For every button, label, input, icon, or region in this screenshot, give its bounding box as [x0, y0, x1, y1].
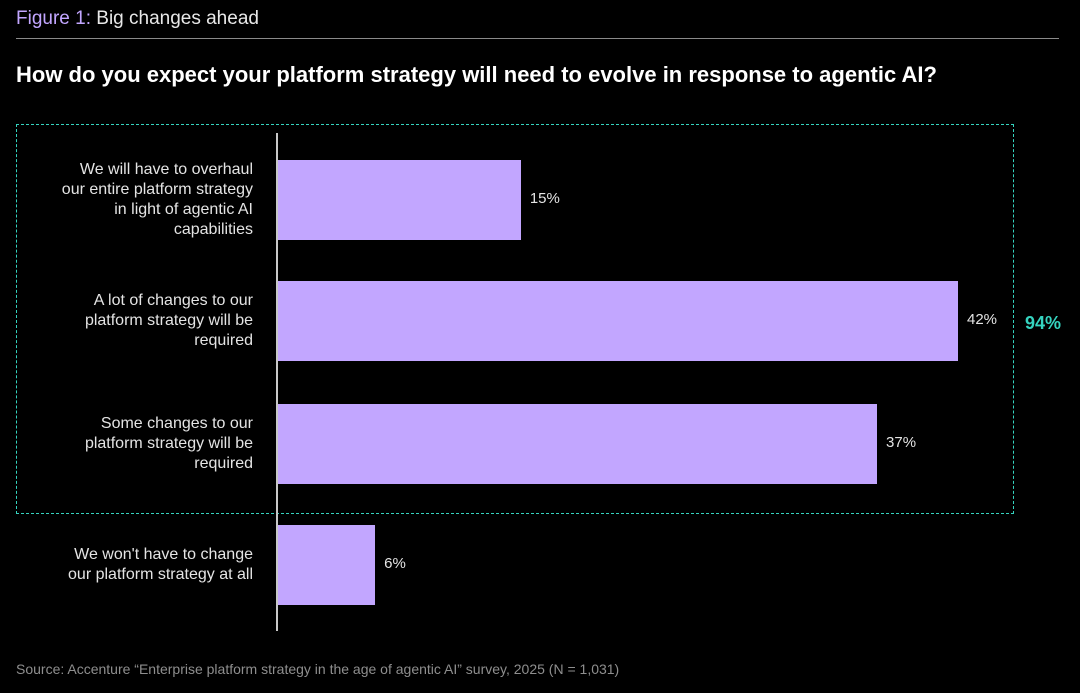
category-label-1: We will have to overhaul our entire platf…	[61, 161, 253, 238]
highlight-box	[16, 124, 1014, 514]
source-note: Source: Accenture “Enterprise platform s…	[16, 661, 620, 677]
bar-2	[278, 281, 958, 361]
y-axis-line	[276, 133, 278, 631]
header-divider	[16, 38, 1059, 39]
value-label-2: 42%	[967, 311, 998, 328]
bar-3	[278, 404, 878, 484]
category-label-3: Some changes to our platform strategy wil…	[84, 415, 253, 472]
value-label-3: 37%	[886, 434, 917, 451]
bar-4	[278, 525, 376, 605]
value-label-4: 6%	[384, 555, 406, 572]
value-label-1: 15%	[529, 190, 560, 207]
bar-1	[278, 160, 521, 240]
chart-question: How do you expect your platform strategy…	[16, 62, 937, 87]
category-label-2: A lot of changes to our platform strategy…	[84, 292, 253, 349]
total-annotation: 94%	[1025, 313, 1062, 333]
figure-header: Figure 1: Big changes ahead	[16, 8, 259, 30]
figure-title: Big changes ahead	[96, 8, 259, 29]
figure-label: Figure 1:	[16, 8, 91, 29]
category-label-4: We won't have to change our platform stra…	[68, 546, 253, 583]
